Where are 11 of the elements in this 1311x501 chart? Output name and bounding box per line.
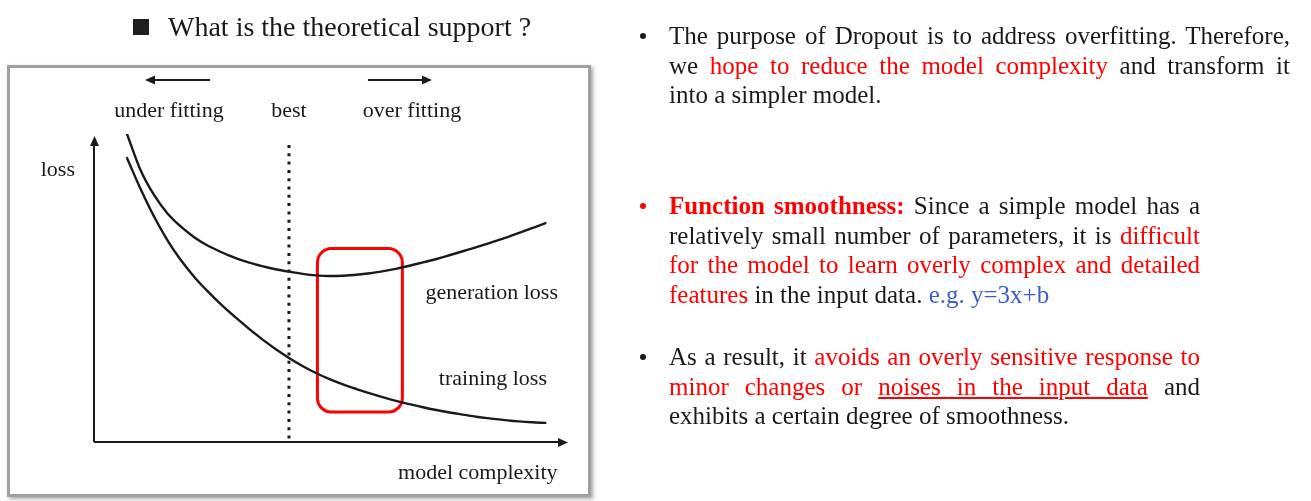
text: Function smoothness: Since a simple model has a relatively small number of parameters, it is difficult for the model to learn overly complex and detailed features in the input data. e.g. y=3x+b — [669, 192, 1201, 308]
x-axis-title: model complexity — [398, 458, 558, 484]
series-label: training loss — [438, 364, 547, 390]
text: The purpose of Dropout is to address overfitting. Therefore, we hope to reduce the model complexity and transform it into a simpler model. — [669, 22, 1290, 109]
y-axis-title: loss — [40, 155, 75, 181]
series-label: generation loss — [425, 278, 558, 304]
chart-title: What is the theoretical support ? — [168, 11, 532, 42]
text: As a result, it avoids an overly sensitive response to minor changes or noises in the input data and exhibits a certain degree of smoothness. — [669, 343, 1201, 430]
text: under fitting — [114, 96, 224, 122]
text: over fitting — [362, 96, 462, 122]
text: best — [271, 96, 307, 122]
